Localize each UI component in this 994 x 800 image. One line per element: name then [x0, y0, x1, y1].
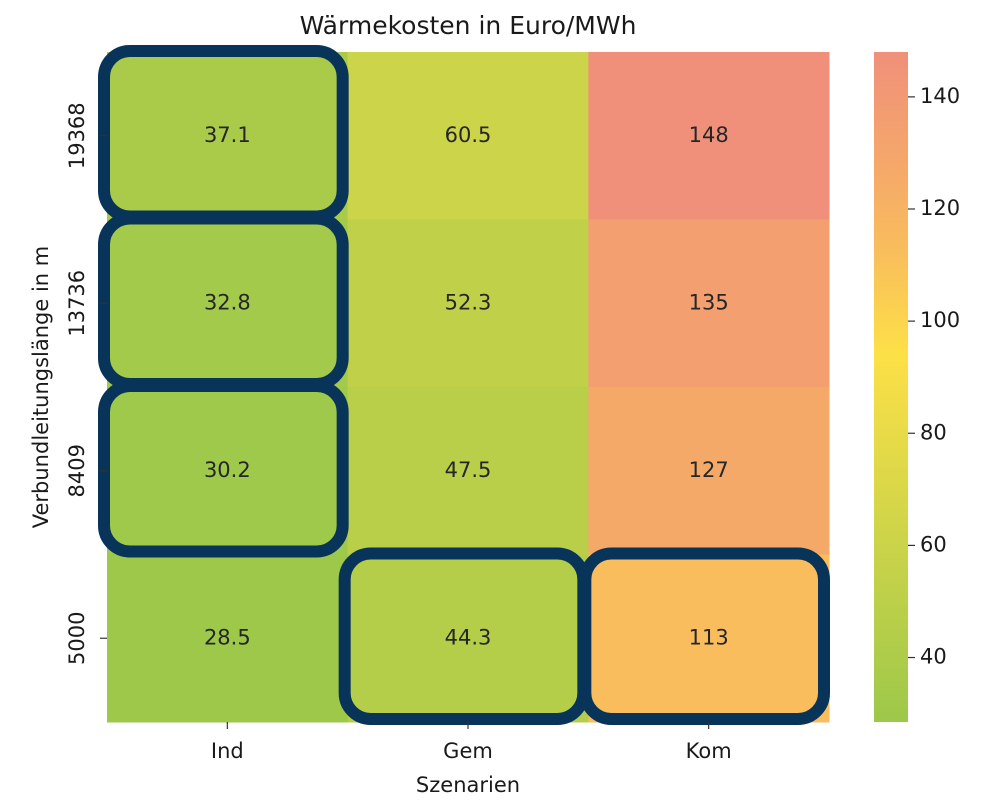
- cell-label: 52.3: [445, 290, 492, 314]
- y-tick-label: 13736: [65, 270, 89, 337]
- heatmap-cell: [107, 387, 349, 555]
- heatmap-cell: [588, 219, 830, 388]
- cell-label: 60.5: [445, 123, 492, 147]
- heatmap-cell: [107, 219, 349, 388]
- colorbar-tick-label: 140: [920, 84, 960, 108]
- cell-label: 135: [689, 290, 729, 314]
- heatmap-cell: [107, 52, 349, 220]
- cell-label: 47.5: [445, 458, 492, 482]
- heatmap-cell: [347, 387, 589, 555]
- colorbar-tick-label: 40: [920, 645, 947, 669]
- y-tick-label: 5000: [65, 612, 89, 665]
- heatmap-cell: [107, 554, 349, 723]
- heatmap-cell: [347, 219, 589, 388]
- colorbar-tick-label: 60: [920, 532, 947, 556]
- x-axis-label: Szenarien: [416, 773, 520, 797]
- y-tick-label: 8409: [65, 444, 89, 497]
- colorbar-tick-label: 100: [920, 308, 960, 332]
- heatmap-cell: [588, 52, 830, 220]
- cell-label: 44.3: [445, 625, 492, 649]
- highlight-box: [579, 547, 830, 725]
- chart-title: Wärmekosten in Euro/MWh: [300, 11, 637, 40]
- cell-label: 148: [689, 123, 729, 147]
- cell-label: 28.5: [204, 625, 251, 649]
- cell-label: 30.2: [204, 458, 251, 482]
- heatmap-cell: [588, 387, 830, 555]
- x-tick-label: Gem: [443, 739, 493, 763]
- highlight-box: [98, 380, 349, 558]
- colorbar-tick-label: 120: [920, 196, 960, 220]
- heatmap-cell: [588, 554, 830, 723]
- cell-label: 113: [689, 625, 729, 649]
- heatmap-cell: [347, 554, 589, 723]
- heatmap-cell: [347, 52, 589, 220]
- x-tick-label: Ind: [211, 739, 244, 763]
- x-tick-label: Kom: [686, 739, 732, 763]
- y-tick-label: 19368: [65, 102, 89, 169]
- y-axis-label: Verbundleitungslänge in m: [29, 246, 53, 529]
- colorbar: [874, 52, 908, 722]
- cell-label: 127: [689, 458, 729, 482]
- cell-label: 32.8: [204, 290, 251, 314]
- cell-label: 37.1: [204, 123, 251, 147]
- colorbar-tick-label: 80: [920, 420, 947, 444]
